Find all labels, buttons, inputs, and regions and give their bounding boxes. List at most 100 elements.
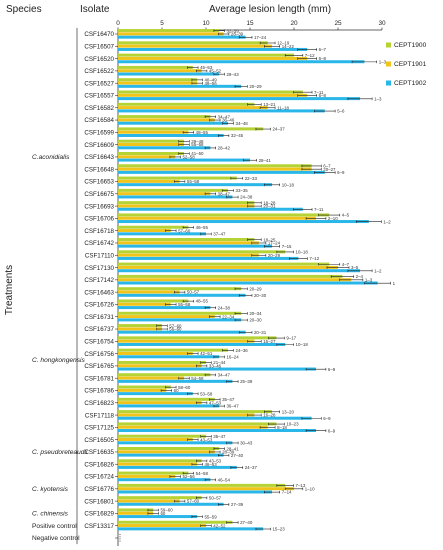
bar: [118, 524, 206, 528]
legend: CEPT1900 CEPT1901 CEPT1902: [386, 42, 427, 87]
rank-label: 3–5: [351, 265, 359, 270]
bar: [118, 302, 171, 306]
x-tick-label: 10: [202, 20, 210, 27]
species-label: C. pseudoreteaudii: [32, 449, 88, 456]
bar: [118, 453, 224, 457]
rank-label: 27–40: [240, 520, 253, 525]
bar: [118, 438, 193, 442]
isolate-label: CSF16823: [84, 400, 114, 407]
species-label: C. hongkongensis: [32, 357, 85, 364]
bar: [118, 201, 255, 205]
bar: [118, 41, 268, 45]
bar: [118, 229, 171, 233]
rank-label: 10–18: [296, 342, 309, 347]
bar: [118, 109, 325, 113]
rank-label: 6–7: [319, 47, 327, 52]
x-tick-label: 15: [246, 20, 254, 27]
isolate-label: CSF16643: [84, 154, 114, 161]
species-label: C.aconidialis: [32, 154, 70, 161]
bar: [118, 511, 154, 515]
bar: [118, 133, 224, 137]
rank-label: 25–39: [240, 379, 253, 384]
rank-label: 18–28: [263, 200, 276, 205]
species-label: Negative control: [32, 535, 80, 542]
bar: [118, 97, 360, 101]
bar: [118, 447, 220, 451]
bar: [118, 56, 308, 60]
rank-label: 60: [160, 511, 165, 516]
bar-row: CSF16557 7–116–8 1–3: [84, 90, 382, 102]
bar: [118, 478, 211, 482]
isolate-label: CSF16756: [84, 351, 114, 358]
rank-label: 34–47: [218, 114, 231, 119]
rank-label: 14–22: [282, 44, 295, 49]
bar-row: CSF16776 7–131–10 7–14: [84, 483, 315, 495]
legend-label: CEPT1900: [394, 42, 427, 49]
isolate-label: CSF16653: [84, 179, 114, 186]
rank-label: 37–47: [213, 232, 226, 237]
bar: [118, 253, 259, 257]
rank-label: 21–44: [213, 360, 226, 365]
rank-label: 48–55: [196, 299, 209, 304]
isolate-label: CSF16522: [84, 68, 114, 75]
bar: [118, 250, 286, 254]
bar: [118, 299, 189, 303]
rank-label: 22–34: [222, 314, 235, 319]
bar: [118, 65, 193, 69]
isolate-label: CSF17130: [84, 265, 114, 272]
bar: [118, 241, 259, 245]
bar: [118, 278, 352, 282]
bar: [118, 462, 198, 466]
rank-label: 20–30: [249, 318, 262, 323]
isolate-label: CSF17110: [85, 252, 115, 259]
bar: [118, 90, 303, 94]
rank-label: 22–33: [245, 176, 258, 181]
rank-label: 6–8: [319, 56, 327, 61]
bar: [118, 53, 294, 57]
rank-label: 2–10: [328, 216, 338, 221]
bar: [118, 78, 198, 82]
rank-label: 13–21: [263, 102, 276, 107]
bar: [118, 318, 242, 322]
bar: [118, 315, 215, 319]
rank-label: 56–60: [169, 327, 182, 332]
isolate-label: CSF16781: [84, 375, 114, 382]
rank-label: 35–47: [222, 397, 235, 402]
bar: [118, 84, 242, 88]
bar-row: CSF16675 33–35 38–47 24–38: [84, 188, 252, 200]
rank-label: 38–47: [218, 191, 231, 196]
rank-label: 28–41: [259, 158, 272, 163]
bar: [118, 413, 255, 417]
bar: [118, 422, 277, 426]
bar: [118, 434, 206, 438]
x-tick-label: 20: [290, 20, 298, 27]
rank-label: 10–18: [296, 250, 309, 255]
x-tick-label: 5: [160, 20, 164, 27]
rank-label: 27–40: [231, 453, 244, 458]
bar: [118, 192, 211, 196]
bar: [118, 496, 202, 500]
rank-label: 4–5: [342, 213, 350, 218]
rank-label: 43–53: [200, 437, 213, 442]
bar: [118, 483, 286, 487]
isolate-label: CSF16609: [84, 142, 114, 149]
rank-label: 50–57: [187, 290, 200, 295]
rank-label: 1–3: [374, 96, 382, 101]
rank-label: 17–24: [254, 35, 267, 40]
rank-label: 7–13: [296, 483, 306, 488]
bar: [118, 195, 233, 199]
bar: [118, 118, 215, 122]
bar: [118, 146, 211, 150]
rank-label: 54–58: [191, 376, 204, 381]
rank-label: 13–20: [282, 409, 295, 414]
isolate-label: CSF16742: [84, 240, 114, 247]
rank-label: 33–46: [209, 364, 222, 369]
bar: [118, 139, 184, 143]
species-label: C. kyotensis: [32, 486, 69, 493]
isolate-label: CSF16582: [84, 105, 114, 112]
